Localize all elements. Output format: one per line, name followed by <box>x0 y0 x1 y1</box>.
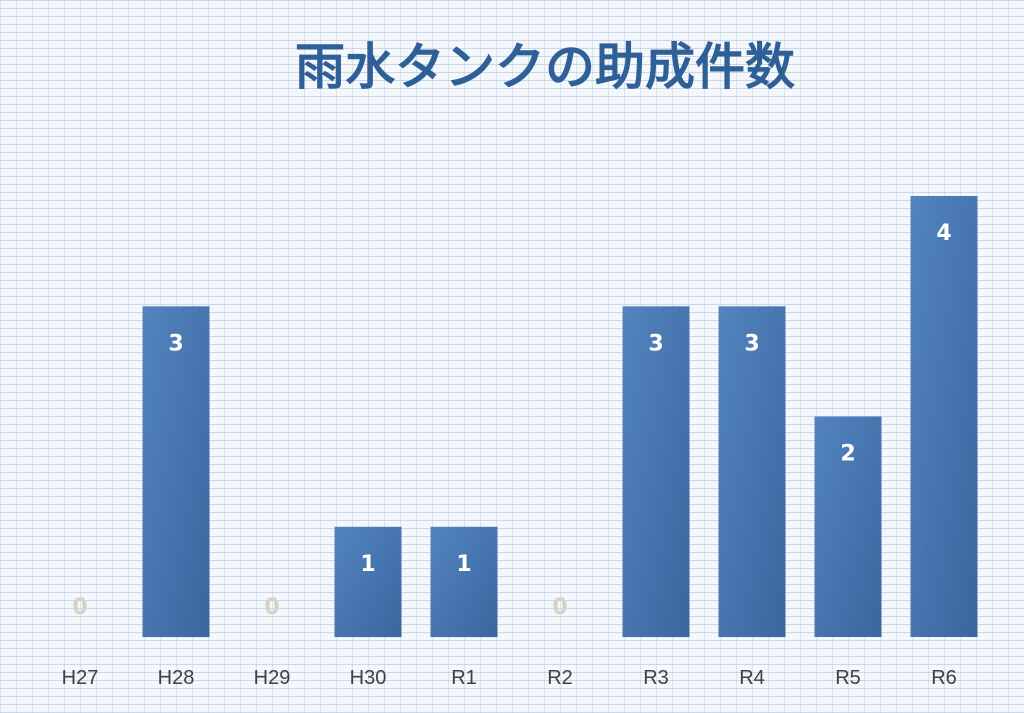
data-label-r3: 3 <box>648 331 663 356</box>
bar-r3 <box>622 306 690 638</box>
category-label-h30: H30 <box>350 667 387 689</box>
bars-group <box>142 196 978 638</box>
category-label-r6: R6 <box>931 667 957 689</box>
category-label-r5: R5 <box>835 667 861 689</box>
data-label-h29: 0 <box>264 595 279 620</box>
bar-h28 <box>142 306 210 638</box>
data-label-r1: 1 <box>456 552 471 577</box>
bar-r5 <box>814 416 882 637</box>
category-label-r1: R1 <box>451 667 477 689</box>
data-label-h30: 1 <box>360 552 375 577</box>
data-label-r4: 3 <box>744 331 759 356</box>
category-label-r3: R3 <box>643 667 669 689</box>
chart-title: 雨水タンクの助成件数 <box>295 38 795 96</box>
data-label-r5: 2 <box>840 442 855 467</box>
category-label-h29: H29 <box>254 667 291 689</box>
bar-r4 <box>718 306 786 638</box>
data-labels-group: 0 3 0 1 1 0 3 3 2 4 <box>72 221 951 620</box>
category-label-h28: H28 <box>158 667 195 689</box>
data-label-r6: 4 <box>936 221 951 246</box>
data-label-r2: 0 <box>552 595 567 620</box>
data-label-h28: 3 <box>168 331 183 356</box>
category-labels-group: H27 H28 H29 H30 R1 R2 R3 R4 R5 R6 <box>62 667 957 689</box>
category-label-r2: R2 <box>547 667 573 689</box>
category-label-r4: R4 <box>739 667 765 689</box>
bar-r6 <box>910 196 978 637</box>
bar-r1 <box>430 526 498 638</box>
category-label-h27: H27 <box>62 667 99 689</box>
bar-h30 <box>334 526 402 638</box>
data-label-h27: 0 <box>72 595 87 620</box>
